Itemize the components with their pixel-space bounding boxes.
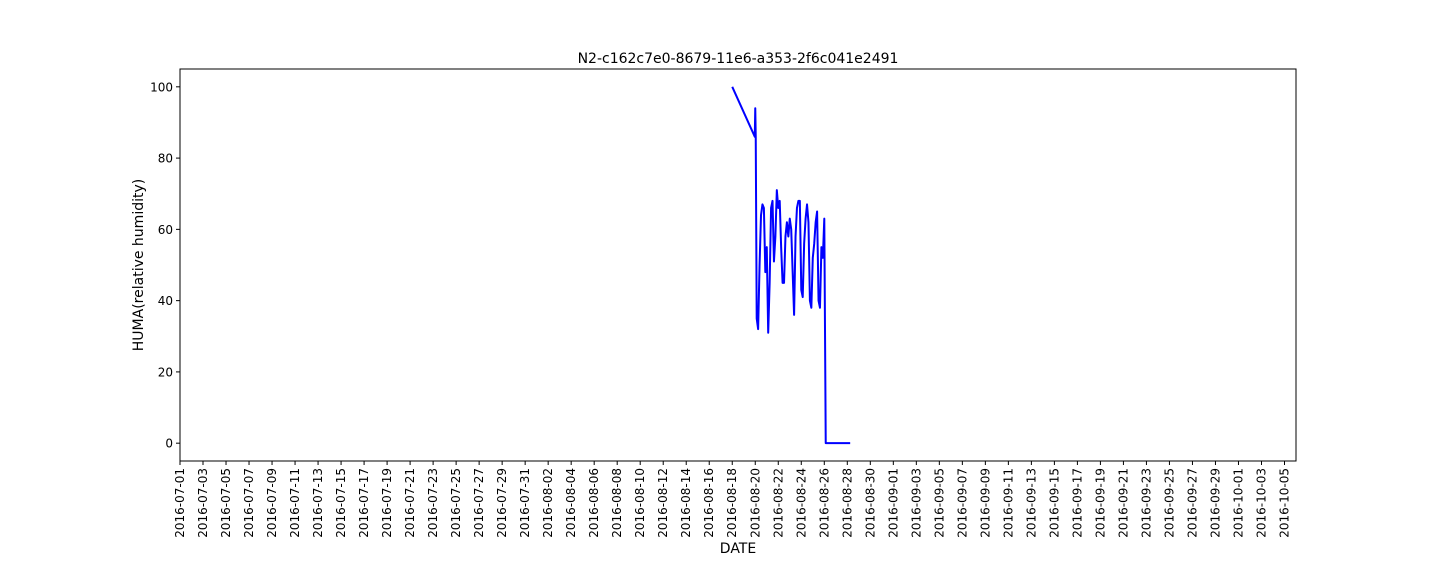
x-tick-label: 2016-09-25 <box>1162 468 1176 538</box>
x-tick-label: 2016-08-20 <box>748 468 762 538</box>
x-tick-label: 2016-07-29 <box>495 468 509 538</box>
x-tick-label: 2016-08-04 <box>564 468 578 538</box>
x-tick-label: 2016-07-05 <box>219 468 233 538</box>
x-tick-label: 2016-08-28 <box>840 468 854 538</box>
y-tick-label: 40 <box>158 294 173 308</box>
x-tick-label: 2016-08-02 <box>541 468 555 538</box>
x-tick-label: 2016-09-01 <box>886 468 900 538</box>
x-tick-label: 2016-09-11 <box>1001 468 1015 538</box>
x-tick-label: 2016-08-24 <box>794 468 808 538</box>
x-tick-label: 2016-09-21 <box>1116 468 1130 538</box>
x-tick-label: 2016-09-17 <box>1070 468 1084 538</box>
x-axis-label: DATE <box>720 541 756 557</box>
y-tick-label: 80 <box>158 152 173 166</box>
x-tick-label: 2016-07-09 <box>265 468 279 538</box>
x-tick-label: 2016-08-10 <box>633 468 647 538</box>
x-tick-label: 2016-09-15 <box>1047 468 1061 538</box>
x-tick-label: 2016-07-27 <box>472 468 486 538</box>
x-tick-label: 2016-08-12 <box>656 468 670 538</box>
y-tick-label: 60 <box>158 223 173 237</box>
x-tick-label: 2016-07-31 <box>518 468 532 538</box>
x-tick-label: 2016-07-13 <box>311 468 325 538</box>
x-tick-label: 2016-08-18 <box>725 468 739 538</box>
y-tick-label: 100 <box>150 80 173 94</box>
chart-title: N2-c162c7e0-8679-11e6-a353-2f6c041e2491 <box>578 51 899 67</box>
x-tick-label: 2016-07-21 <box>403 468 417 538</box>
x-tick-label: 2016-08-08 <box>610 468 624 538</box>
x-tick-label: 2016-09-09 <box>978 468 992 538</box>
x-tick-label: 2016-07-19 <box>380 468 394 538</box>
y-axis-label: HUMA(relative humidity) <box>131 179 147 351</box>
x-tick-label: 2016-07-07 <box>242 468 256 538</box>
x-tick-label: 2016-08-30 <box>863 468 877 538</box>
y-tick-label: 20 <box>158 365 173 379</box>
x-tick-label: 2016-07-23 <box>426 468 440 538</box>
x-tick-label: 2016-08-16 <box>702 468 716 538</box>
x-tick-label: 2016-07-15 <box>334 468 348 538</box>
ticks-layer: 0 20 40 60 80 100 2016-07-01 2016-07-03 2016-07-… <box>150 80 1291 537</box>
x-tick-label: 2016-09-19 <box>1093 468 1107 538</box>
x-tick-label: 2016-07-03 <box>196 468 210 538</box>
series-layer <box>731 86 851 445</box>
x-tick-label: 2016-09-29 <box>1208 468 1222 538</box>
y-tick-label: 0 <box>165 437 173 451</box>
x-tick-label: 2016-07-11 <box>288 468 302 538</box>
x-tick-label: 2016-08-14 <box>679 468 693 538</box>
x-tick-label: 2016-08-26 <box>817 468 831 538</box>
x-tick-label: 2016-10-03 <box>1254 468 1268 538</box>
x-tick-label: 2016-10-01 <box>1231 468 1245 538</box>
series-line <box>731 86 851 445</box>
x-tick-label: 2016-09-23 <box>1139 468 1153 538</box>
x-tick-label: 2016-09-05 <box>932 468 946 538</box>
plot-frame <box>179 68 1297 462</box>
x-tick-label: 2016-09-27 <box>1185 468 1199 538</box>
x-tick-label: 2016-09-13 <box>1024 468 1038 538</box>
x-tick-label: 2016-07-25 <box>449 468 463 538</box>
x-tick-label: 2016-09-03 <box>909 468 923 538</box>
x-tick-label: 2016-08-06 <box>587 468 601 538</box>
x-tick-label: 2016-10-05 <box>1277 468 1291 538</box>
x-tick-label: 2016-07-01 <box>173 468 187 538</box>
x-tick-label: 2016-08-22 <box>771 468 785 538</box>
x-tick-label: 2016-07-17 <box>357 468 371 538</box>
x-tick-label: 2016-09-07 <box>955 468 969 538</box>
